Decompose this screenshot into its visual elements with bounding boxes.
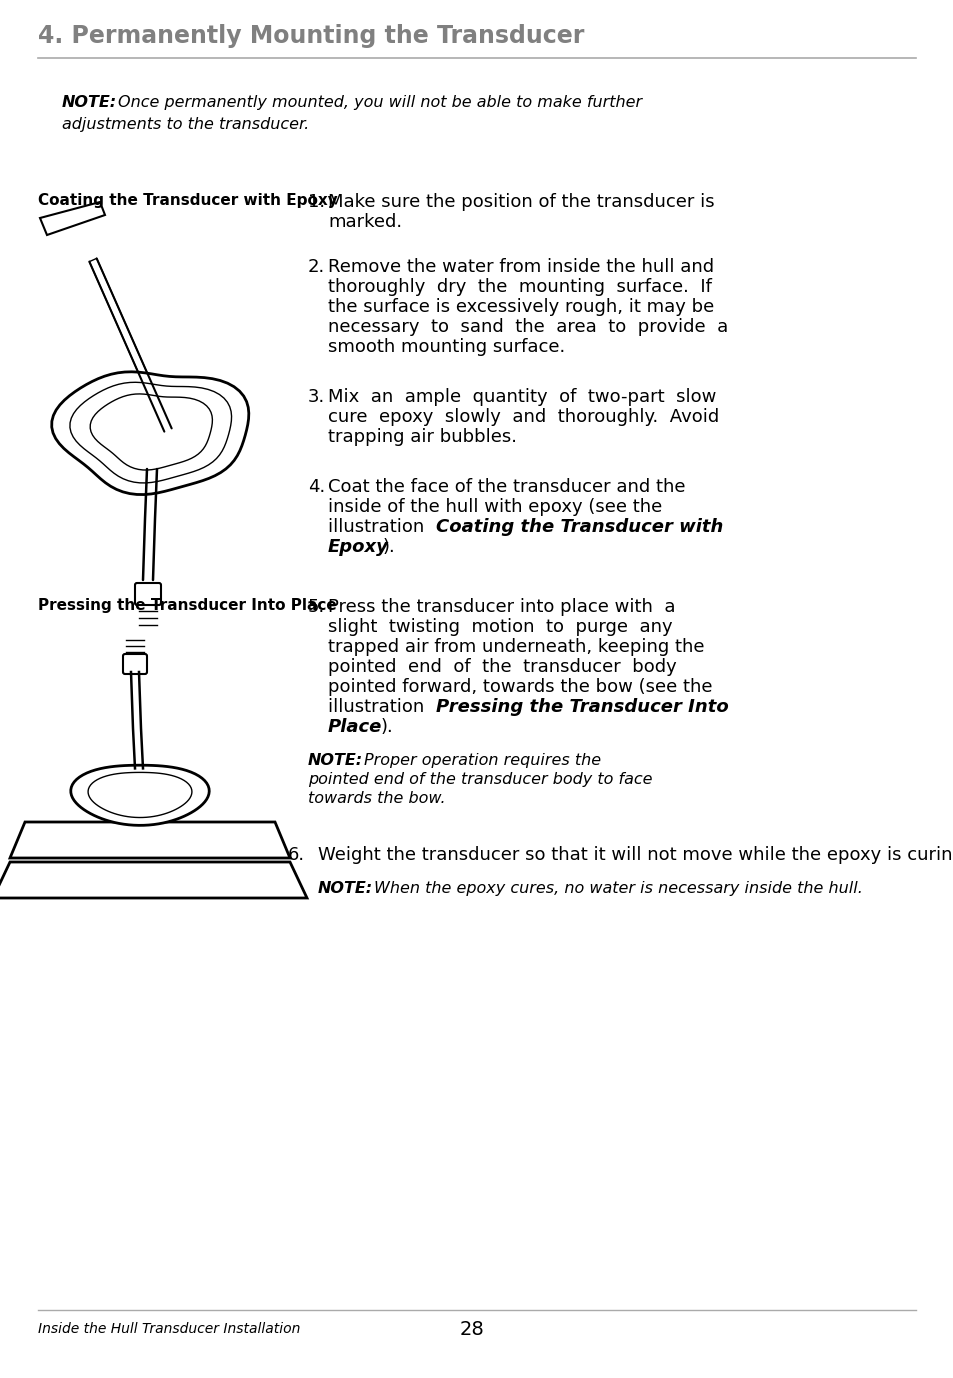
Text: NOTE:: NOTE: [308, 752, 363, 768]
Text: Press the transducer into place with  a: Press the transducer into place with a [328, 598, 675, 616]
Text: 4.: 4. [308, 478, 325, 496]
Text: Inside the Hull Transducer Installation: Inside the Hull Transducer Installation [38, 1322, 300, 1337]
Text: pointed  end  of  the  transducer  body: pointed end of the transducer body [328, 659, 676, 677]
Text: ).: ). [380, 718, 394, 736]
Text: Coat the face of the transducer and the: Coat the face of the transducer and the [328, 478, 685, 496]
Text: necessary  to  sand  the  area  to  provide  a: necessary to sand the area to provide a [328, 318, 727, 336]
Text: thoroughly  dry  the  mounting  surface.  If: thoroughly dry the mounting surface. If [328, 278, 711, 296]
Text: towards the bow.: towards the bow. [308, 791, 445, 806]
Polygon shape [10, 823, 290, 858]
Text: 4. Permanently Mounting the Transducer: 4. Permanently Mounting the Transducer [38, 23, 584, 48]
Text: 5.: 5. [308, 598, 325, 616]
Text: cure  epoxy  slowly  and  thoroughly.  Avoid: cure epoxy slowly and thoroughly. Avoid [328, 408, 719, 426]
Text: Proper operation requires the: Proper operation requires the [364, 752, 600, 768]
Text: the surface is excessively rough, it may be: the surface is excessively rough, it may… [328, 298, 714, 316]
Polygon shape [51, 372, 249, 495]
Text: 1.: 1. [308, 193, 325, 211]
Polygon shape [90, 259, 172, 431]
Text: illustration: illustration [328, 699, 430, 717]
Text: slight  twisting  motion  to  purge  any: slight twisting motion to purge any [328, 617, 672, 637]
Text: 3.: 3. [308, 389, 325, 407]
Text: NOTE:: NOTE: [317, 881, 373, 896]
Text: ).: ). [382, 537, 395, 555]
Text: Remove the water from inside the hull and: Remove the water from inside the hull an… [328, 258, 714, 276]
Text: marked.: marked. [328, 214, 402, 232]
Text: inside of the hull with epoxy (see the: inside of the hull with epoxy (see the [328, 497, 661, 515]
Text: Once permanently mounted, you will not be able to make further: Once permanently mounted, you will not b… [118, 95, 641, 110]
Text: NOTE:: NOTE: [62, 95, 117, 110]
Text: Coating the Transducer with Epoxy: Coating the Transducer with Epoxy [38, 193, 337, 208]
Text: Mix  an  ample  quantity  of  two-part  slow: Mix an ample quantity of two-part slow [328, 389, 716, 407]
Polygon shape [40, 203, 105, 236]
Polygon shape [0, 863, 307, 898]
Text: 2.: 2. [308, 258, 325, 276]
Text: pointed end of the transducer body to face: pointed end of the transducer body to fa… [308, 772, 652, 787]
Text: adjustments to the transducer.: adjustments to the transducer. [62, 117, 309, 132]
Text: Place: Place [328, 718, 382, 736]
FancyBboxPatch shape [123, 655, 147, 674]
Text: Weight the transducer so that it will not move while the epoxy is curing.: Weight the transducer so that it will no… [317, 846, 953, 864]
Text: trapped air from underneath, keeping the: trapped air from underneath, keeping the [328, 638, 703, 656]
Text: trapping air bubbles.: trapping air bubbles. [328, 429, 517, 446]
Text: Pressing the Transducer Into: Pressing the Transducer Into [436, 699, 728, 717]
Text: pointed forward, towards the bow (see the: pointed forward, towards the bow (see th… [328, 678, 712, 696]
Text: Pressing the Transducer Into Place: Pressing the Transducer Into Place [38, 598, 336, 613]
Text: 28: 28 [459, 1320, 484, 1339]
Text: smooth mounting surface.: smooth mounting surface. [328, 338, 565, 356]
Text: When the epoxy cures, no water is necessary inside the hull.: When the epoxy cures, no water is necess… [374, 881, 862, 896]
Text: illustration: illustration [328, 518, 430, 536]
Text: 6.: 6. [288, 846, 305, 864]
Polygon shape [71, 765, 209, 825]
Text: Epoxy: Epoxy [328, 537, 389, 555]
Text: Coating the Transducer with: Coating the Transducer with [436, 518, 722, 536]
FancyBboxPatch shape [135, 583, 161, 605]
Text: Make sure the position of the transducer is: Make sure the position of the transducer… [328, 193, 714, 211]
